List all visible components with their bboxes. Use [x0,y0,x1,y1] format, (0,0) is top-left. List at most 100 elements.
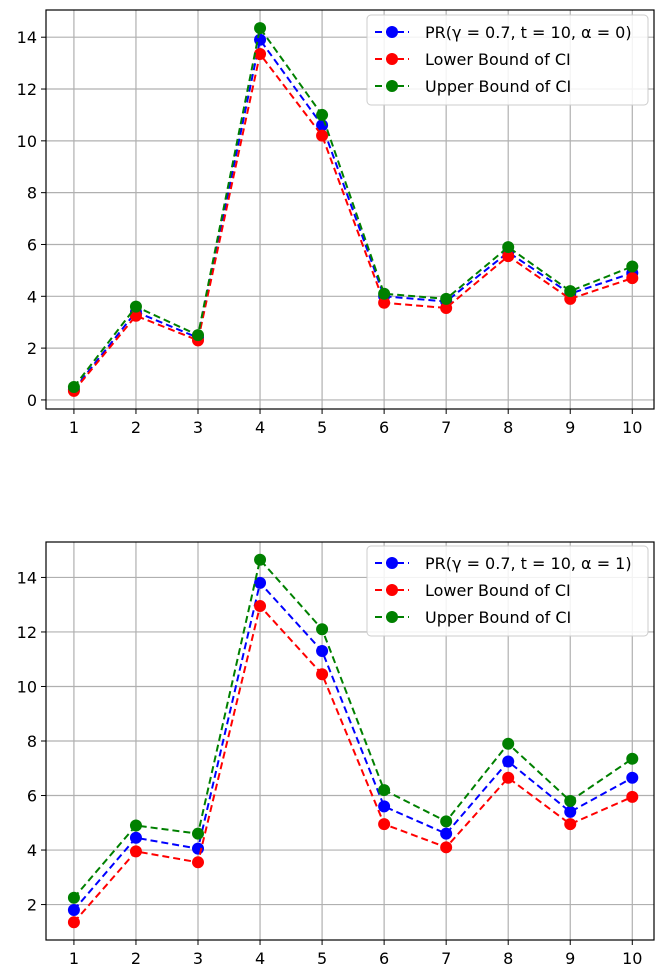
x-tick-label: 2 [131,949,141,967]
x-tick-label: 5 [317,949,327,967]
legend-marker [386,53,398,65]
x-tick-label: 9 [565,949,575,967]
series-1 [67,600,639,929]
data-point [254,553,267,566]
y-tick-label: 2 [27,339,37,358]
data-point [192,827,204,840]
y-tick-label: 0 [27,391,37,410]
legend-label: Upper Bound of CI [425,608,571,627]
data-point [67,380,80,393]
y-tick-label: 8 [27,732,37,751]
legend-marker [386,26,398,38]
series-line [73,580,633,911]
y-tick-label: 14 [17,568,37,587]
x-tick-label: 2 [131,418,141,437]
legend-label: PR(γ = 0.7, t = 10, α = 0) [425,23,632,42]
x-tick-label: 4 [255,418,265,437]
data-point [316,645,329,658]
data-point [564,285,577,298]
legend-box [366,545,649,637]
y-tick-label: 10 [17,677,37,696]
data-point [626,260,639,273]
y-tick-label: 4 [27,841,37,860]
data-point [626,790,639,803]
data-point [129,845,142,858]
data-point [626,771,639,784]
data-point [254,576,267,589]
y-tick-label: 10 [17,132,37,151]
legend: PR(γ = 0.7, t = 10, α = 1) Lower Bound of… [366,545,649,637]
legend-marker [386,584,398,596]
legend-label: PR(γ = 0.7, t = 10, α = 1) [425,554,632,573]
x-tick-label: 1 [69,949,79,967]
legend-marker [386,611,398,623]
series-line [73,25,633,388]
x-tick-label: 6 [379,418,389,437]
legend-box [366,14,649,106]
legend-marker [386,80,398,92]
y-tick-label: 6 [27,235,37,254]
x-tick-label: 3 [193,418,203,437]
y-tick-label: 6 [27,787,37,806]
data-point [378,818,391,831]
y-tick-label: 12 [17,80,37,99]
data-point [440,815,453,828]
data-point [316,108,329,121]
y-tick-label: 4 [27,287,37,306]
data-point [378,287,391,300]
data-point [564,818,577,831]
series-2 [67,22,639,393]
data-point [192,856,204,869]
data-point [502,771,515,784]
x-tick-label: 8 [503,418,513,437]
series-2 [67,553,639,904]
data-point [440,841,453,854]
data-point [129,309,142,322]
x-tick-label: 6 [379,949,389,967]
data-point [502,755,515,768]
data-point [440,827,453,840]
plot-frame [45,9,655,410]
legend: PR(γ = 0.7, t = 10, α = 0) Lower Bound of… [366,14,649,106]
y-tick-label: 8 [27,184,37,203]
data-point [254,600,267,613]
legend-label: Upper Bound of CI [425,77,571,96]
data-point [316,129,329,142]
series-0 [67,576,639,917]
data-point [378,296,391,309]
data-point [440,301,453,314]
x-tick-label: 9 [565,418,575,437]
x-tick-label: 10 [622,418,642,437]
x-tick-label: 5 [317,418,327,437]
data-point [67,916,80,929]
x-tick-label: 7 [441,418,451,437]
data-point [129,300,142,313]
data-point [626,752,639,765]
data-point [626,272,639,285]
data-point [564,794,577,807]
x-tick-label: 4 [255,949,265,967]
data-point [67,904,80,917]
data-point [254,48,267,61]
data-point [502,250,515,263]
y-tick-label: 12 [17,623,37,642]
data-point [316,623,329,636]
y-tick-label: 2 [27,896,37,915]
legend-marker [386,557,398,569]
legend-label: Lower Bound of CI [425,50,571,69]
data-point [378,800,391,813]
y-tick-label: 14 [17,28,37,47]
data-point [378,784,391,797]
data-point [254,22,267,35]
x-tick-label: 1 [69,418,79,437]
data-point [67,891,80,904]
legend-label: Lower Bound of CI [425,581,571,600]
data-point [440,292,453,305]
x-tick-label: 10 [622,949,642,967]
x-tick-label: 7 [441,949,451,967]
series-line [73,603,633,923]
